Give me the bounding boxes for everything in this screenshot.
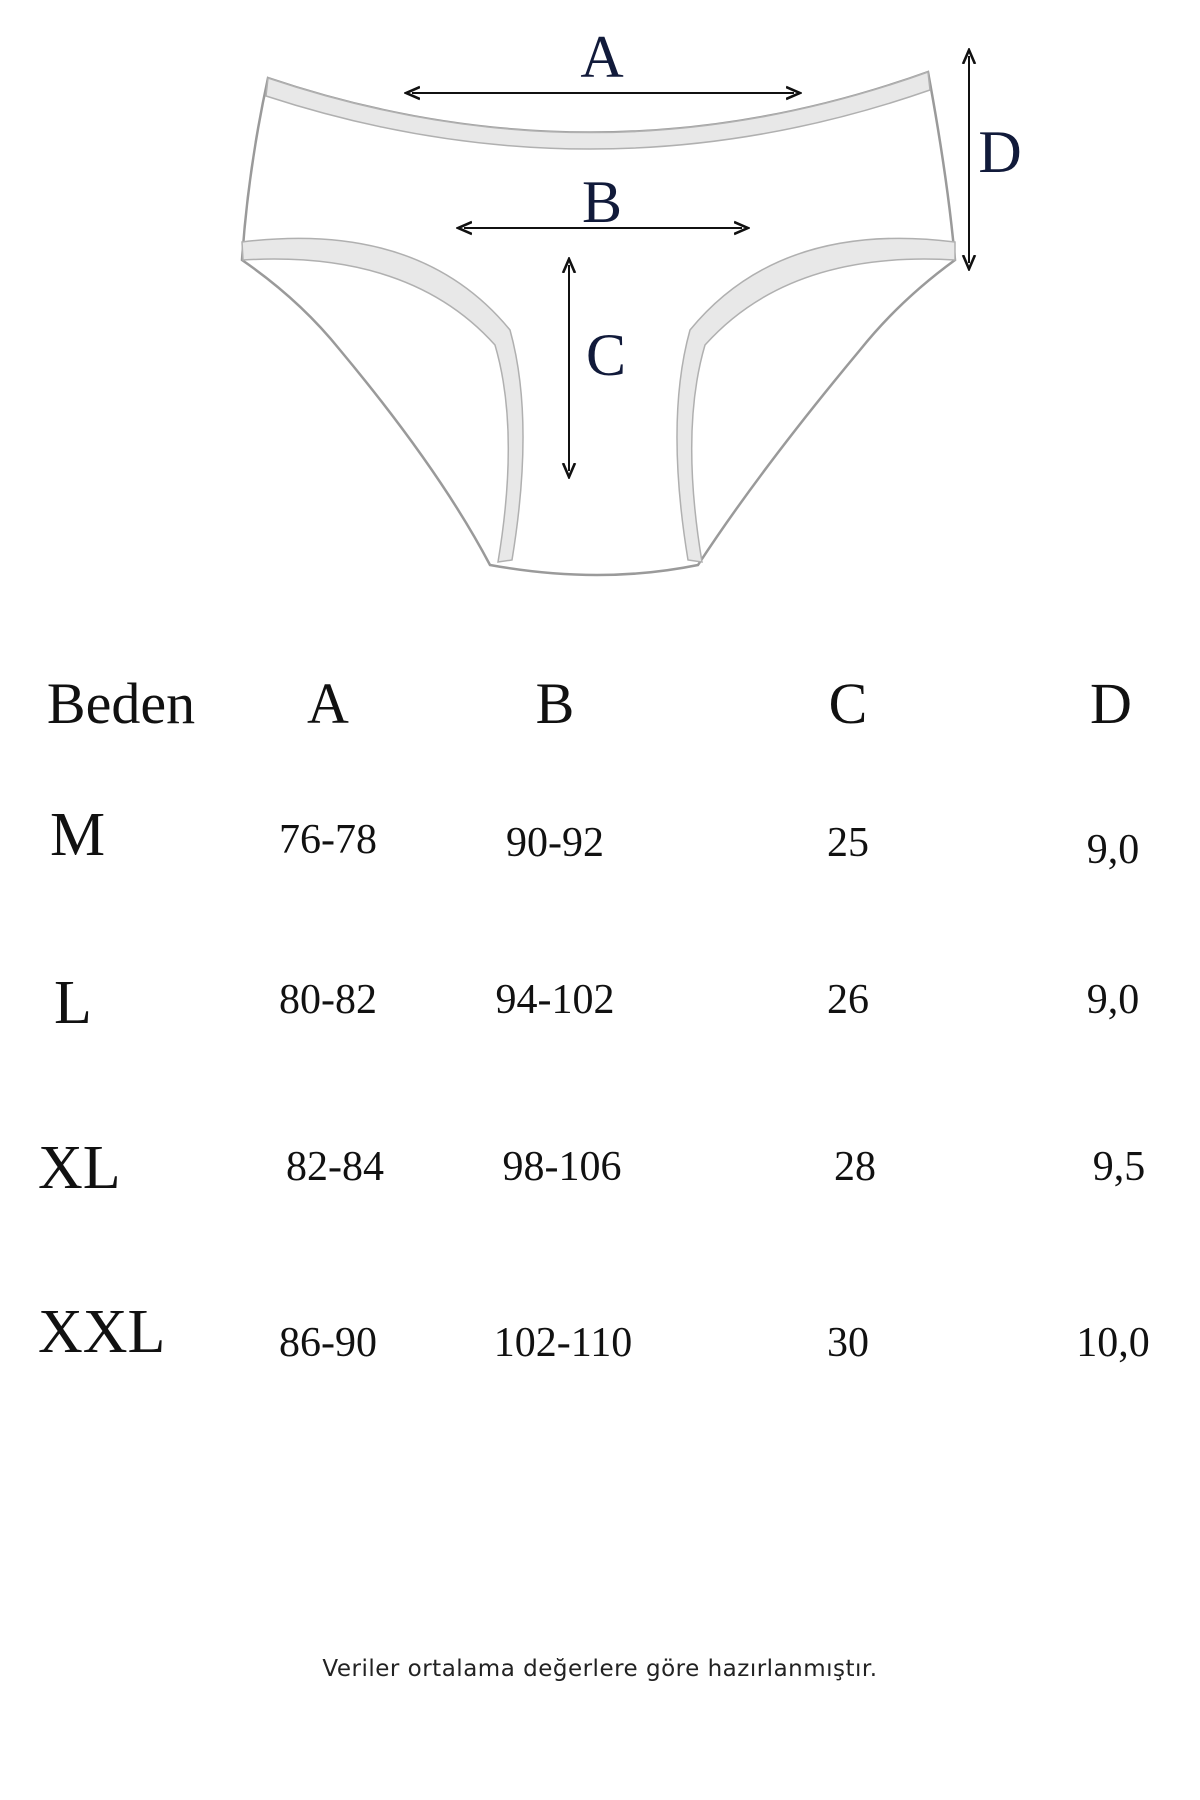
value-c: 28 [834,1144,876,1190]
value-b: 90-92 [506,820,604,866]
header-b: B [535,671,575,736]
measure-a-label: A [580,24,624,90]
value-d: 9,0 [1086,977,1140,1023]
size-label: M [50,801,106,869]
value-b: 102-110 [493,1320,633,1366]
header-d: D [1090,671,1132,736]
header-a: A [307,671,349,736]
value-a: 86-90 [279,1320,377,1366]
measure-d-label: D [978,119,1022,185]
right-leg-band [676,237,956,563]
garment-outline [240,0,1200,577]
value-a: 76-78 [279,817,377,863]
garment-measurement-diagram: A B C D [0,0,1200,620]
footer-note: Veriler ortalama değerlere göre hazırlan… [322,1656,878,1682]
measure-c-label: C [585,322,627,388]
value-b: 98-106 [502,1144,622,1190]
size-label: XXL [38,1298,166,1366]
left-leg-band [241,237,524,563]
value-d: 9,5 [1092,1144,1146,1190]
value-c: 25 [827,820,869,866]
header-c: C [828,671,868,736]
waistband [265,70,931,150]
value-b: 94-102 [495,977,615,1023]
header-size: Beden [46,671,196,736]
value-a: 82-84 [286,1144,384,1190]
value-c: 26 [827,977,869,1023]
value-a: 80-82 [279,977,377,1023]
value-d: 10,0 [1076,1320,1150,1366]
value-d: 9,0 [1086,827,1140,873]
size-label: L [54,969,92,1037]
measure-b-label: B [581,169,623,235]
value-c: 30 [827,1320,869,1366]
size-label: XL [38,1134,121,1202]
